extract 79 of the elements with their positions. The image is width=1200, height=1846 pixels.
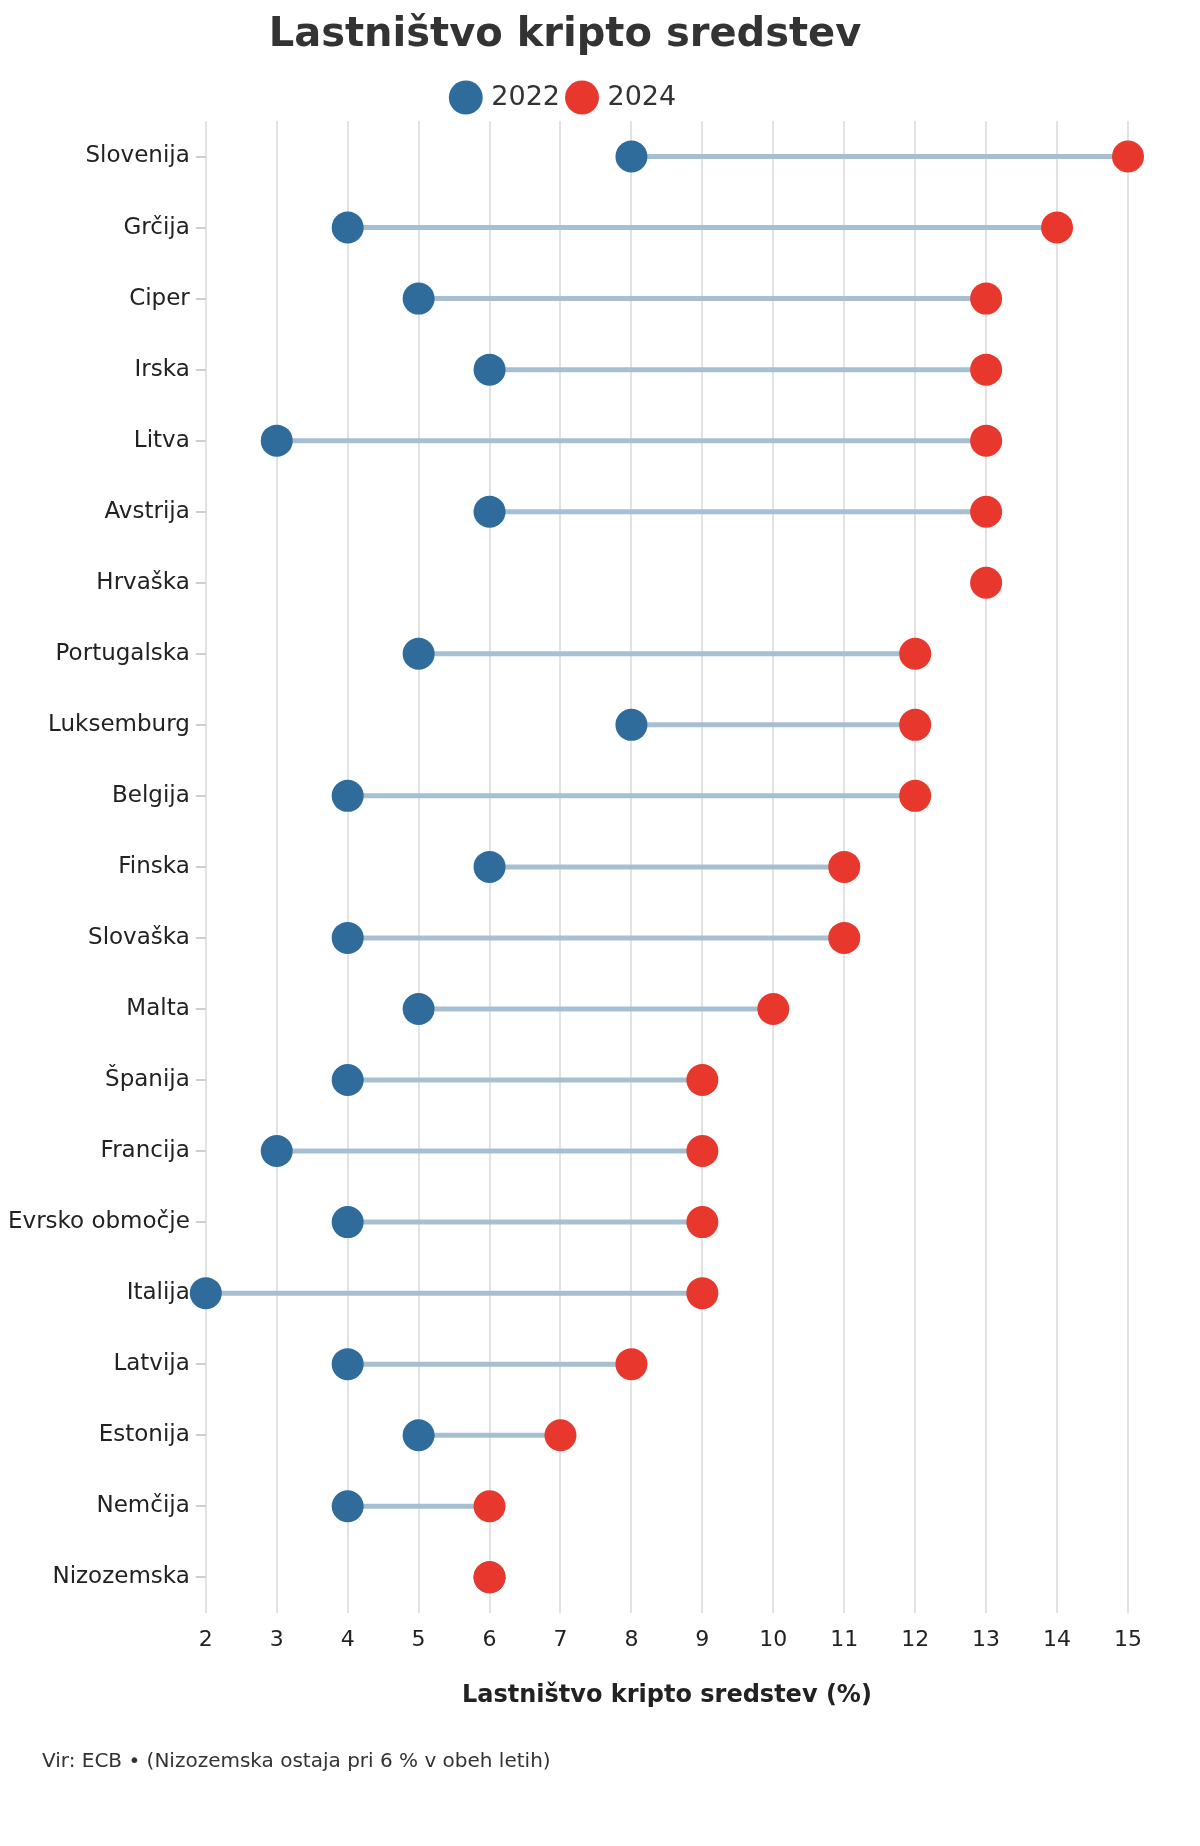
point	[331, 211, 364, 244]
point	[899, 708, 932, 741]
legend-label: 2022	[491, 79, 561, 111]
point	[686, 1064, 719, 1097]
point	[402, 1419, 435, 1452]
y-tick-label: Evrsko območje	[7, 1207, 190, 1234]
point	[615, 1348, 648, 1381]
point	[473, 850, 506, 883]
y-tick-label: Slovenija	[85, 141, 190, 168]
x-tick-label: 10	[759, 1625, 788, 1651]
x-tick-label: 7	[553, 1625, 568, 1651]
point	[615, 708, 648, 741]
point	[473, 1490, 506, 1523]
y-tick-label: Portugalska	[55, 638, 190, 665]
y-tick-label: Luksemburg	[48, 709, 190, 736]
point	[757, 992, 790, 1025]
y-tick-label: Litva	[133, 425, 190, 452]
text: Vir: ECB • (Nizozemska ostaja pri 6 % v obeh letih)	[42, 1748, 552, 1772]
y-tick-label: Malta	[126, 993, 190, 1020]
point	[331, 1206, 364, 1239]
y-tick-label: Francija	[100, 1136, 190, 1163]
point	[331, 1348, 364, 1381]
point	[615, 140, 648, 173]
point	[331, 921, 364, 954]
point	[189, 1277, 222, 1310]
y-tick-label: Španija	[105, 1063, 190, 1091]
point	[260, 424, 293, 457]
point	[970, 282, 1003, 315]
point	[970, 353, 1003, 386]
x-tick-label: 4	[340, 1625, 355, 1651]
x-tick-label: 5	[411, 1625, 426, 1651]
y-tick-label: Nizozemska	[52, 1562, 190, 1589]
point	[970, 424, 1003, 457]
x-tick-label: 2	[198, 1625, 213, 1651]
point	[970, 495, 1003, 528]
chart-title: Lastništvo kripto sredstev	[268, 9, 862, 56]
x-tick-label: 11	[830, 1625, 859, 1651]
point	[473, 495, 506, 528]
y-tick-label: Estonija	[98, 1420, 190, 1447]
point	[1041, 211, 1074, 244]
point	[686, 1277, 719, 1310]
y-tick-label: Italija	[126, 1278, 190, 1305]
point	[686, 1135, 719, 1168]
x-tick-label: 13	[972, 1625, 1001, 1651]
x-tick-label: 12	[901, 1625, 930, 1651]
legend-label: 2024	[607, 79, 677, 111]
point	[899, 779, 932, 812]
point	[828, 921, 861, 954]
x-tick-label: 9	[695, 1625, 710, 1651]
y-tick-label: Finska	[118, 851, 190, 878]
y-tick-label: Latvija	[113, 1349, 190, 1376]
point	[402, 637, 435, 670]
point	[544, 1419, 577, 1452]
point	[331, 1064, 364, 1097]
point	[260, 1135, 293, 1168]
point	[331, 1490, 364, 1523]
point	[686, 1206, 719, 1239]
x-tick-label: 3	[269, 1625, 284, 1651]
point	[331, 779, 364, 812]
point	[473, 353, 506, 386]
point	[402, 282, 435, 315]
x-tick-label: 8	[624, 1625, 639, 1651]
x-tick-label: 14	[1043, 1625, 1072, 1651]
point	[402, 992, 435, 1025]
y-tick-label: Grčija	[123, 212, 190, 239]
y-tick-label: Hrvaška	[96, 567, 190, 594]
y-tick-label: Belgija	[112, 780, 190, 807]
x-tick-label: 6	[482, 1625, 497, 1651]
point	[970, 566, 1003, 599]
y-tick-label: Irska	[134, 354, 190, 381]
y-tick-label: Nemčija	[96, 1491, 190, 1518]
y-tick-label: Ciper	[129, 283, 191, 310]
point	[1112, 140, 1144, 173]
x-tick-label: 15	[1114, 1625, 1142, 1651]
y-tick-label: Slovaška	[88, 922, 190, 949]
x-axis-title: Lastništvo kripto sredstev (%)	[461, 1679, 872, 1708]
point	[899, 637, 932, 670]
point	[828, 850, 861, 883]
y-tick-label: Avstrija	[104, 496, 190, 523]
